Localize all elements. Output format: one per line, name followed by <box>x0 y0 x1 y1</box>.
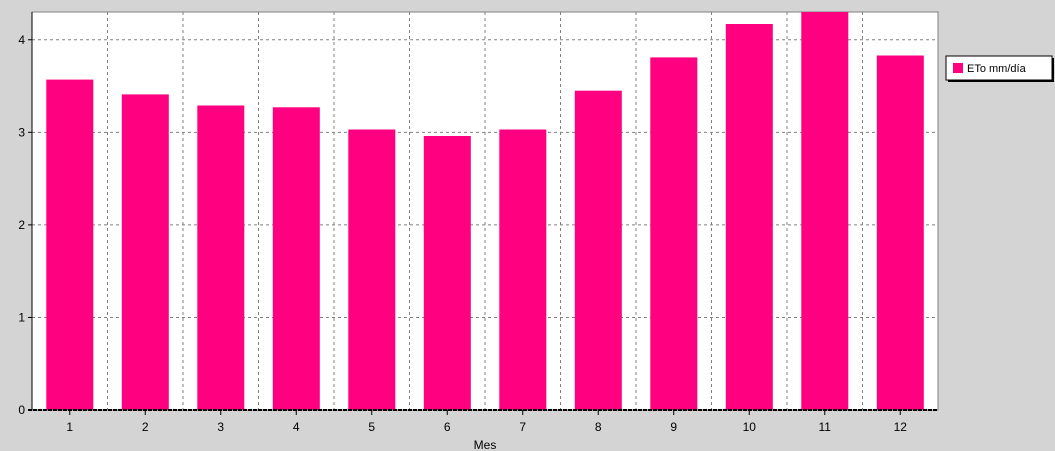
x-tick-label: 7 <box>519 420 526 434</box>
bar-12 <box>876 55 924 410</box>
x-tick-label: 1 <box>66 420 73 434</box>
x-tick-labels: 1 2 3 4 5 6 7 8 9 10 11 12 <box>66 410 907 434</box>
y-tick-label: 4 <box>18 33 25 47</box>
y-tick-label: 0 <box>18 403 25 417</box>
x-tick-label: 2 <box>142 420 149 434</box>
x-tick-label: 8 <box>595 420 602 434</box>
bar-5 <box>348 129 396 410</box>
x-tick-label: 9 <box>670 420 677 434</box>
legend-swatch <box>953 63 963 73</box>
y-tick-labels: 0 1 2 3 4 <box>18 33 32 417</box>
bar-2 <box>121 94 169 411</box>
x-tick-label: 5 <box>368 420 375 434</box>
bar-3 <box>197 105 245 410</box>
x-tick-label: 4 <box>293 420 300 434</box>
x-tick-label: 12 <box>894 420 908 434</box>
y-tick-label: 3 <box>18 125 25 139</box>
bar-4 <box>272 107 320 411</box>
bar-1 <box>46 79 94 410</box>
x-tick-label: 11 <box>819 420 832 434</box>
axes <box>28 12 938 411</box>
y-tick-label: 1 <box>18 310 25 324</box>
bar-9 <box>650 57 698 411</box>
y-tick-label: 2 <box>18 218 25 232</box>
bar-7 <box>499 129 547 410</box>
bar-11 <box>801 12 849 410</box>
x-tick-label: 3 <box>217 420 224 434</box>
legend: ETo mm/día <box>945 55 1054 82</box>
legend-label: ETo mm/día <box>967 63 1027 75</box>
bar-6 <box>423 136 471 410</box>
x-tick-label: 10 <box>743 420 757 434</box>
x-axis-title: Mes <box>474 438 497 451</box>
grid-lines <box>32 12 938 410</box>
bar-8 <box>574 90 622 410</box>
bar-10 <box>725 24 773 410</box>
bars <box>46 12 924 411</box>
x-tick-label: 6 <box>444 420 451 434</box>
